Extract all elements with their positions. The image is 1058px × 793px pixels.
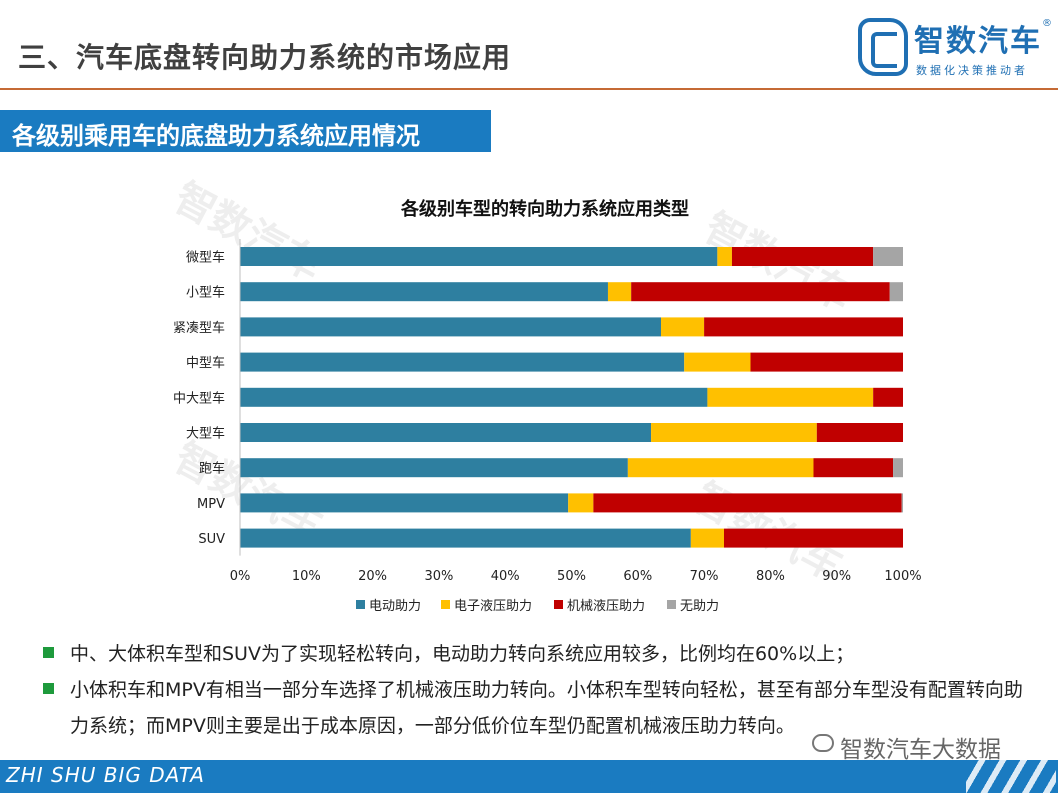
footer-bar [0,760,1058,793]
bar-segment [813,458,894,478]
bar-segment [661,317,705,337]
legend-swatch [667,600,676,609]
bar-segment [240,282,608,302]
x-tick-label: 80% [756,569,785,584]
y-tick-label: 中型车 [186,355,225,371]
bar-segment [750,352,903,372]
bar-segment [873,387,903,407]
wechat-icon [812,734,834,752]
bar-segment [707,387,874,407]
title-divider [0,88,1058,90]
bar-segment [627,458,814,478]
x-tick-label: 50% [557,569,586,584]
x-tick-label: 10% [292,569,321,584]
chart-title: 各级别车型的转向助力系统应用类型 [400,198,689,220]
legend-label: 机械液压助力 [567,599,645,614]
bar-segment [893,458,903,478]
bar-segment [684,352,751,372]
bar-segment [240,493,569,513]
x-tick-label: 70% [690,569,719,584]
brand-logo: 智数汽车 ® 数据化决策推动者 [858,16,1054,82]
bar-segment [240,387,708,407]
bar-segment [651,423,817,442]
bar-segment [240,352,685,372]
x-tick-label: 40% [491,569,520,584]
y-tick-label: MPV [197,497,225,512]
bar-segment [690,528,724,548]
bar-segment [901,493,903,513]
bar-segment [731,247,874,266]
bullet-text: 小体积车和MPV有相当一部分车选择了机械液压助力转向。小体积车型转向轻松，甚至有… [70,679,1023,737]
bar-segment [631,282,890,302]
y-tick-label: 大型车 [186,426,225,442]
y-tick-label: 跑车 [199,461,225,477]
bar-segment [816,423,903,442]
bullet-text: 中、大体积车型和SUV为了实现轻松转向，电动助力转向系统应用较多，比例均在60%… [70,643,855,665]
logo-mark-icon [858,18,908,76]
bar-segment [240,458,628,478]
bar-segment [240,247,718,266]
legend-label: 无助力 [680,599,719,614]
bar-segment [240,528,691,548]
legend-swatch [441,600,450,609]
bar-segment [704,317,903,337]
x-tick-label: 100% [884,569,921,584]
y-tick-label: 小型车 [186,285,225,301]
section-banner: 各级别乘用车的底盘助力系统应用情况 [0,110,491,152]
bar-segment [240,423,652,442]
bar-segment [593,493,902,513]
bullet-marker-icon [43,683,54,694]
legend-label: 电子液压助力 [454,599,532,614]
bullet-item: 小体积车和MPV有相当一部分车选择了机械液压助力转向。小体积车型转向轻松，甚至有… [40,672,1040,744]
x-tick-label: 90% [822,569,851,584]
bullet-marker-icon [43,647,54,658]
y-tick-label: 微型车 [186,250,225,266]
page-title: 三、汽车底盘转向助力系统的市场应用 [18,41,512,74]
x-tick-label: 20% [358,569,387,584]
legend-swatch [356,600,365,609]
legend-swatch [554,600,563,609]
bar-segment [717,247,732,266]
y-tick-label: 中大型车 [173,390,225,406]
footer-decoration [966,758,1056,793]
section-title: 各级别乘用车的底盘助力系统应用情况 [12,122,420,150]
x-tick-label: 0% [230,569,251,584]
bar-segment [873,247,903,266]
legend-label: 电动助力 [369,599,421,614]
bullet-item: 中、大体积车型和SUV为了实现轻松转向，电动助力转向系统应用较多，比例均在60%… [40,636,1040,672]
y-tick-label: SUV [198,532,225,547]
logo-name: 智数汽车 [914,24,1042,59]
y-tick-label: 紧凑型车 [173,320,225,336]
bar-segment [889,282,903,302]
bar-segment [240,317,662,337]
x-tick-label: 60% [623,569,652,584]
bullet-list: 中、大体积车型和SUV为了实现轻松转向，电动助力转向系统应用较多，比例均在60%… [40,636,1040,744]
logo-tagline: 数据化决策推动者 [916,64,1028,77]
bar-segment [568,493,594,513]
bar-segment [723,528,903,548]
x-tick-label: 30% [424,569,453,584]
registered-mark: ® [1042,18,1052,29]
footer-text: ZHI SHU BIG DATA [6,763,205,787]
bar-segment [607,282,632,302]
